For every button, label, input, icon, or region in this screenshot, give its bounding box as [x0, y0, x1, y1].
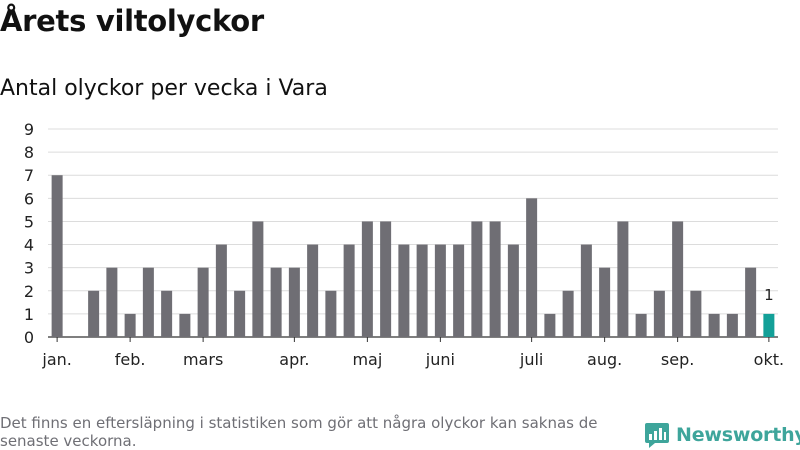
bar	[745, 267, 757, 337]
bar	[343, 244, 355, 337]
grid-lines	[48, 128, 778, 338]
y-tick-label: 8	[24, 143, 34, 162]
x-tick-label: sep.	[661, 350, 694, 369]
newsworthy-logo-icon	[645, 423, 669, 448]
x-tick-label: juni	[425, 350, 455, 369]
footnote: Det finns en eftersläpning i statistiken…	[0, 414, 598, 450]
data-label: 1	[764, 286, 774, 304]
bar	[288, 267, 300, 337]
bar	[380, 221, 392, 337]
data-labels: 1	[764, 286, 774, 304]
bar	[398, 244, 410, 337]
chart-title: Årets viltolyckor	[0, 4, 264, 38]
y-tick-label: 6	[24, 189, 34, 208]
bar	[544, 313, 556, 337]
x-tick-label: mars	[183, 350, 223, 369]
bar	[453, 244, 465, 337]
x-tick-label: okt.	[754, 350, 784, 369]
bar	[489, 221, 501, 337]
brand-logo: Newsworthy	[644, 420, 800, 450]
bar	[599, 267, 611, 337]
x-tick-label: apr.	[279, 350, 309, 369]
bar	[471, 221, 483, 337]
bar	[653, 290, 665, 337]
y-tick-label: 5	[24, 212, 34, 231]
bar	[635, 313, 647, 337]
y-tick-label: 9	[24, 120, 34, 139]
x-tick-label: juli	[519, 350, 543, 369]
bar-chart: 0 1 2 3 4 5 6 7 8 9 1 jan. feb. mars apr. maj juni juli…	[24, 120, 784, 369]
x-tick-label: aug.	[587, 350, 622, 369]
bar	[234, 290, 246, 337]
y-tick-label: 4	[24, 236, 34, 255]
bar	[197, 267, 209, 337]
y-tick-label: 0	[24, 328, 34, 347]
bars	[51, 175, 775, 337]
bar-highlight	[763, 313, 775, 337]
x-tick-label: maj	[352, 350, 382, 369]
bar	[434, 244, 446, 337]
x-tick-label: feb.	[115, 350, 146, 369]
y-tick-label: 1	[24, 305, 34, 324]
bar	[325, 290, 337, 337]
y-tick-label: 2	[24, 282, 34, 301]
chart-subtitle: Antal olyckor per vecka i Vara	[0, 76, 328, 101]
bar	[142, 267, 154, 337]
bar	[51, 175, 63, 337]
bar	[215, 244, 227, 337]
y-tick-label: 3	[24, 259, 34, 278]
bar	[416, 244, 428, 337]
bar	[88, 290, 100, 337]
y-tick-label: 7	[24, 166, 34, 185]
y-axis-ticks: 0 1 2 3 4 5 6 7 8 9	[24, 120, 34, 347]
x-tick-label: jan.	[41, 350, 71, 369]
bar	[161, 290, 173, 337]
bar	[307, 244, 319, 337]
bar	[708, 313, 720, 337]
bar	[580, 244, 592, 337]
bar	[507, 244, 519, 337]
bar	[252, 221, 264, 337]
bar	[124, 313, 136, 337]
bar	[726, 313, 738, 337]
bar	[270, 267, 282, 337]
bar	[526, 198, 538, 337]
bar	[562, 290, 574, 337]
bar	[106, 267, 118, 337]
brand-name: Newsworthy	[676, 424, 800, 446]
bar	[690, 290, 702, 337]
bar	[672, 221, 684, 337]
bar	[361, 221, 373, 337]
bar	[179, 313, 191, 337]
bar	[617, 221, 629, 337]
x-axis-ticks: jan. feb. mars apr. maj juni juli aug. sep. okt.	[41, 337, 784, 369]
